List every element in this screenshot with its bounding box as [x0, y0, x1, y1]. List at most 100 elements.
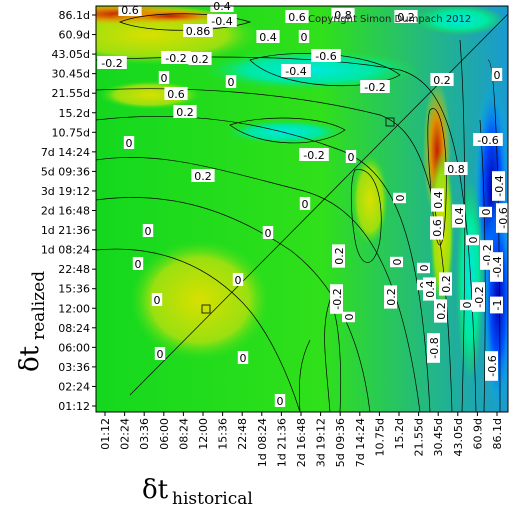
- x-tick-label: 43.05d: [452, 418, 465, 456]
- contour-label-text: 0: [467, 237, 480, 244]
- contour-labels: 0.6 0.4-0.4 0.6 0.8 0.20.86 0.4 0-0.2 -0.60.2-0…: [97, 0, 510, 408]
- contour-label-bg: [430, 73, 454, 86]
- contour-label: -0.6: [485, 351, 499, 381]
- y-tick-label: 86.1d: [59, 9, 90, 22]
- heat-region-12: [456, 180, 484, 380]
- contour-label-text: 0: [161, 72, 168, 85]
- contour-label: 0.2: [188, 52, 212, 66]
- contour-label: -0.4: [490, 252, 504, 282]
- contour-label-text: -0.2: [473, 286, 486, 307]
- y-tick-label: 03:36: [58, 361, 90, 374]
- x-tick-label: 01:12: [99, 418, 112, 450]
- contour-label-bg: [274, 394, 286, 407]
- contour-label-bg: [237, 351, 249, 364]
- x-tick-label: 1d 08:24: [256, 418, 269, 467]
- copyright-text: Copyright Simon Dumpach 2012: [308, 14, 471, 25]
- contour-label-bg: [496, 203, 509, 233]
- contour-label: -0.6: [496, 203, 510, 233]
- contour-12: [459, 39, 466, 412]
- contour-label: 0.2: [430, 73, 454, 87]
- contour-label-bg: [479, 206, 492, 218]
- x-tick-label: 21.55d: [413, 418, 426, 456]
- x-axis-label: δt historical: [142, 475, 253, 509]
- x-tick-label: 1d 21:36: [275, 418, 288, 467]
- y-axis-label: δt realized: [15, 271, 49, 372]
- contour-label-text: 0: [145, 225, 152, 238]
- contour-label-bg: [97, 56, 127, 69]
- contour-label-text: 0.2: [440, 275, 453, 293]
- contour-label-text: 0: [235, 274, 242, 287]
- contour-label-bg: [225, 75, 237, 88]
- contour-label: -0.6: [473, 133, 503, 147]
- y-tick-label: 1d 08:24: [41, 244, 90, 257]
- contour-label: 0: [237, 351, 249, 365]
- contour-label: 0: [132, 257, 144, 271]
- contour-label-bg: [332, 244, 345, 268]
- contour-label-text: 0.6: [288, 11, 306, 24]
- contour-label-text: 0.6: [431, 219, 444, 237]
- contour-8: [119, 13, 252, 31]
- diagonal-marker-1: [385, 117, 395, 127]
- contour-label-text: 0: [480, 209, 493, 216]
- contour-label-bg: [154, 347, 166, 360]
- contour-label: -0.2: [472, 282, 486, 312]
- contour-label: 0.2: [394, 10, 418, 24]
- contour-label: 0.2: [173, 105, 197, 119]
- contour-label-bg: [232, 273, 244, 286]
- contour-label-bg: [452, 204, 465, 228]
- contour-label-bg: [191, 169, 215, 182]
- contour-label-text: 0.8: [334, 9, 352, 22]
- contour-6: [229, 117, 346, 144]
- y-tick-label: 22:48: [58, 263, 90, 276]
- contour-label: 0: [342, 311, 356, 323]
- contour-label: 0: [299, 197, 311, 211]
- contour-label: 0: [390, 256, 404, 268]
- contour-label-text: 0: [240, 352, 247, 365]
- contour-1: [96, 197, 371, 412]
- contour-label-bg: [285, 10, 309, 23]
- contour-label-text: 0: [391, 259, 404, 266]
- contour-label: 0.86: [183, 24, 213, 38]
- x-tick-label: 30.45d: [432, 418, 445, 456]
- y-tick-label: 7d 14:24: [41, 146, 90, 159]
- contour-label-text: 0.4: [432, 191, 445, 209]
- contour-7: [249, 53, 401, 87]
- contour-label-bg: [423, 277, 436, 301]
- contour-label-bg: [207, 14, 237, 27]
- x-tick-label: 2d 16:48: [295, 418, 308, 467]
- contour-label-text: 0: [154, 294, 161, 307]
- contour-label-bg: [262, 226, 274, 239]
- contour-label: 0: [225, 75, 237, 89]
- contour-label-text: -0.4: [211, 15, 232, 28]
- contour-label-bg: [158, 71, 170, 84]
- contour-14: [298, 339, 311, 412]
- contour-label: 0.4: [423, 277, 437, 301]
- contour-label-bg: [281, 64, 311, 77]
- contour-label-text: 0.2: [435, 302, 448, 320]
- y-tick-label: 08:24: [58, 322, 90, 335]
- contour-10: [427, 108, 447, 246]
- contour-label: -0.4: [492, 171, 506, 201]
- contour-label-bg: [417, 262, 430, 274]
- contour-label: -0.2: [161, 51, 191, 65]
- contour-label-text: 0: [461, 302, 474, 309]
- contour-label: 0: [298, 30, 310, 44]
- contour-label-bg: [460, 299, 473, 311]
- contour-label: -0.8: [427, 333, 441, 363]
- contour-label: 0.2: [434, 299, 448, 323]
- x-axis-ticks: 01:12 02:24 03:36 06:00 08:24 12:00 15:36 22:48…: [99, 412, 504, 467]
- contour-label-text: -0.2: [101, 57, 122, 70]
- contour-label-bg: [161, 51, 191, 64]
- contour-label-text: -0.4: [493, 175, 506, 196]
- contour-label: 0: [274, 394, 286, 408]
- contour-label: 0.6: [164, 87, 188, 101]
- contour-label-bg: [490, 296, 503, 314]
- contour-label-bg: [466, 234, 479, 246]
- contour-label: 0: [466, 234, 480, 246]
- y-tick-label: 01:12: [58, 400, 90, 413]
- x-tick-label: 5d 09:36: [334, 418, 347, 467]
- contour-label: -0.2: [97, 56, 127, 70]
- contour-label: 0.2: [439, 272, 453, 296]
- contour-label: 0.2: [384, 285, 398, 309]
- contour-label-text: -0.6: [497, 207, 510, 228]
